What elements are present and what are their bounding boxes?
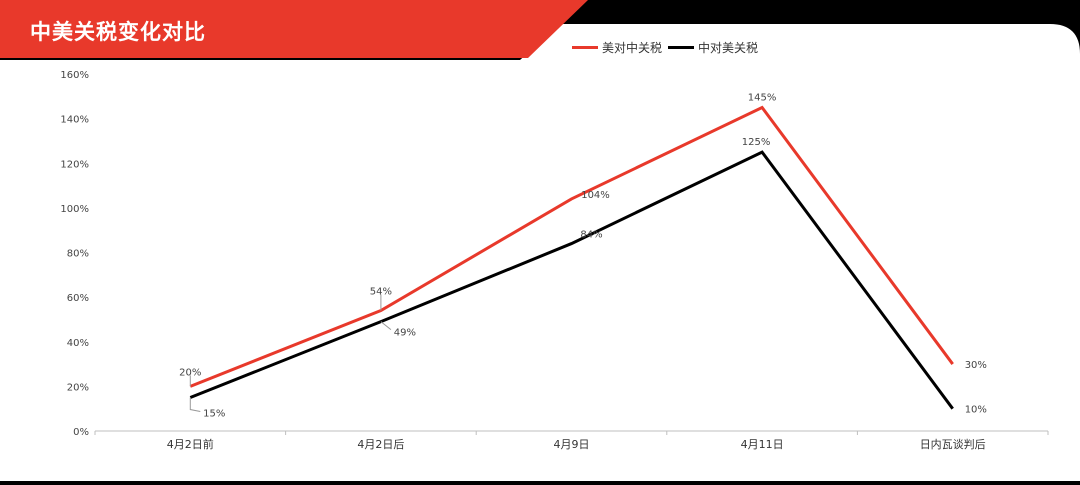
- y-tick-label: 140%: [60, 115, 89, 126]
- y-tick-label: 60%: [67, 293, 89, 304]
- legend-label-us-on-cn: 美对中关税: [602, 41, 663, 55]
- x-tick-label: 4月11日: [741, 438, 784, 451]
- data-label: 30%: [965, 360, 987, 371]
- data-label: 49%: [394, 328, 416, 339]
- x-tick-label: 4月2日前: [167, 437, 214, 451]
- y-tick-label: 40%: [67, 338, 89, 349]
- legend-label-cn-on-us: 中对美关税: [698, 41, 759, 55]
- data-label: 54%: [370, 287, 392, 298]
- y-tick-label: 80%: [67, 249, 89, 260]
- series-line-0: [189, 105, 954, 388]
- y-tick-label: 20%: [67, 382, 89, 393]
- x-tick-label: 日内瓦谈判后: [920, 437, 986, 451]
- data-label: 10%: [965, 405, 987, 416]
- data-label: 20%: [179, 367, 201, 378]
- data-label: 104%: [581, 190, 610, 201]
- page-title: 中美关税变化对比: [30, 20, 206, 44]
- legend-item-us-on-cn: 美对中关税: [572, 39, 662, 56]
- data-label-leader: [380, 321, 392, 331]
- x-tick-label: 4月9日: [554, 438, 590, 451]
- y-tick-label: 160%: [60, 70, 89, 81]
- data-label-leader: [189, 397, 201, 413]
- y-tick-label: 0%: [73, 427, 89, 438]
- data-label: 145%: [748, 92, 777, 103]
- legend-swatch-red: [572, 46, 598, 49]
- legend-item-cn-on-us: 中对美关税: [668, 39, 758, 56]
- y-tick-label: 100%: [60, 204, 89, 215]
- y-tick-label: 120%: [60, 159, 89, 170]
- chart-legend: 美对中关税 中对美关税: [572, 39, 764, 56]
- title-banner: [0, 0, 588, 58]
- x-tick-label: 4月2日后: [357, 438, 404, 451]
- series-line-1: [189, 150, 954, 410]
- data-label: 125%: [742, 137, 771, 148]
- legend-swatch-black: [668, 46, 695, 49]
- data-label: 15%: [203, 409, 225, 420]
- data-label: 84%: [580, 230, 602, 241]
